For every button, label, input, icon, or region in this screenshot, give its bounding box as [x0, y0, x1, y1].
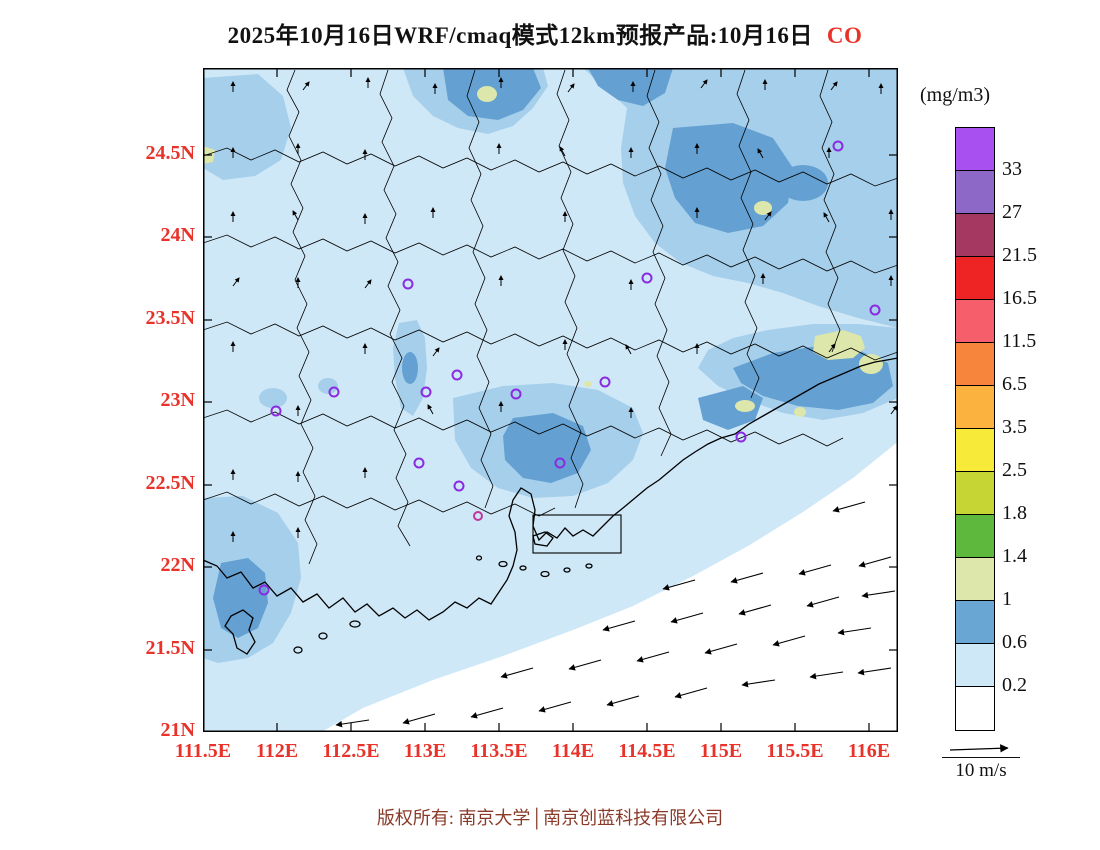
- lon-axis-label: 111.5E: [174, 740, 232, 762]
- lat-axis-label: 21N: [160, 719, 195, 741]
- legend-segment: [956, 257, 994, 300]
- title-text: 2025年10月16日WRF/cmaq模式12km预报产品:10月16日: [227, 23, 813, 48]
- legend-colorbar: [955, 127, 995, 731]
- co-concentration-map: [202, 68, 900, 734]
- lat-axis-label: 23.5N: [145, 307, 195, 329]
- lon-axis-label: 115E: [699, 740, 743, 762]
- legend-tick-label: 1.8: [1002, 502, 1027, 524]
- contour-fills-high: [203, 86, 883, 417]
- lat-axis-label: 22N: [160, 554, 195, 576]
- legend-segment: [956, 386, 994, 429]
- lon-axis-label: 114.5E: [618, 740, 676, 762]
- legend-segment: [956, 171, 994, 214]
- map-border: [203, 68, 898, 732]
- legend-tick-label: 6.5: [1002, 373, 1027, 395]
- lon-axis-label: 112.5E: [322, 740, 380, 762]
- legend-tick-label: 0.2: [1002, 674, 1027, 696]
- axis-ticks: [202, 68, 898, 732]
- title-species-label: CO: [826, 23, 863, 48]
- legend-tick-label: 1.4: [1002, 545, 1027, 567]
- legend-tick-label: 16.5: [1002, 287, 1037, 309]
- legend-segment: [956, 687, 994, 730]
- lat-axis-label: 21.5N: [145, 637, 195, 659]
- lon-axis-label: 113E: [403, 740, 447, 762]
- coastline: [202, 357, 899, 655]
- lon-axis-label: 112E: [255, 740, 299, 762]
- lon-axis-label: 113.5E: [470, 740, 528, 762]
- legend-segment: [956, 214, 994, 257]
- city-markers: [258, 140, 881, 596]
- legend-segment: [956, 558, 994, 601]
- lat-axis-label: 24N: [160, 224, 195, 246]
- legend-tick-label: 21.5: [1002, 244, 1037, 266]
- legend-tick-label: 3.5: [1002, 416, 1027, 438]
- lat-axis-label: 23N: [160, 389, 195, 411]
- legend-segment: [956, 515, 994, 558]
- lon-axis-label: 116E: [847, 740, 891, 762]
- legend-tick-label: 27: [1002, 201, 1022, 223]
- page-title: 2025年10月16日WRF/cmaq模式12km预报产品:10月16日 CO: [0, 16, 1090, 50]
- legend-unit-label: (mg/m3): [920, 84, 990, 106]
- ocean-region: [318, 440, 900, 734]
- legend-segment: [956, 343, 994, 386]
- legend-tick-label: 1: [1002, 588, 1012, 610]
- legend-tick-label: 2.5: [1002, 459, 1027, 481]
- legend-tick-label: 33: [1002, 158, 1022, 180]
- lat-axis-label: 22.5N: [145, 472, 195, 494]
- lon-axis-label: 114E: [551, 740, 595, 762]
- legend-segment: [956, 429, 994, 472]
- copyright-text: 版权所有: 南京大学│南京创蓝科技有限公司: [376, 808, 724, 828]
- wind-scale-arrow-icon: [949, 744, 1009, 753]
- admin-boundaries: [202, 69, 899, 565]
- legend-segment: [956, 300, 994, 343]
- legend-segment: [956, 472, 994, 515]
- legend-segment: [956, 644, 994, 687]
- wind-scale-label: 10 m/s: [942, 757, 1020, 782]
- subdomain-box: [532, 514, 622, 554]
- map-area: [202, 68, 900, 734]
- legend-tick-label: 0.6: [1002, 631, 1027, 653]
- legend-segment: [956, 128, 994, 171]
- lat-axis-label: 24.5N: [145, 142, 195, 164]
- lon-axis-label: 115.5E: [766, 740, 824, 762]
- legend-segment: [956, 601, 994, 644]
- legend-tick-label: 11.5: [1002, 330, 1037, 352]
